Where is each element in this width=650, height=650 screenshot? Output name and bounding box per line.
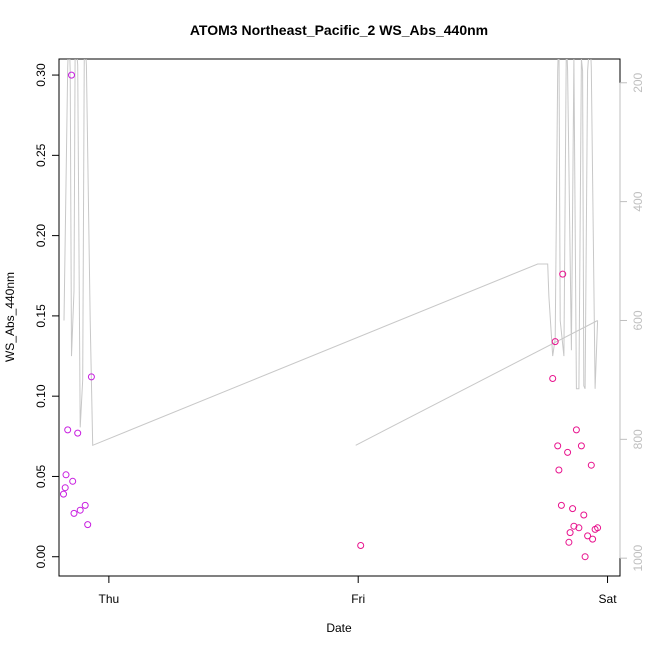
y-tick-label: 0.10 — [34, 384, 48, 408]
x-tick-label: Thu — [99, 592, 120, 606]
data-point — [580, 511, 588, 519]
y2-tick-label: 200 — [631, 72, 645, 92]
y-tick-label: 0.00 — [34, 545, 48, 569]
data-point — [572, 426, 580, 434]
y2-tick-label: 400 — [631, 191, 645, 211]
data-point — [566, 529, 574, 537]
data-point — [84, 521, 92, 529]
data-point — [589, 535, 597, 543]
data-point — [564, 448, 572, 456]
data-point — [569, 505, 577, 513]
plot-frame — [58, 58, 621, 577]
data-point — [70, 509, 78, 517]
data-point — [557, 501, 565, 509]
data-point — [565, 538, 573, 546]
data-point — [570, 522, 578, 530]
data-point — [577, 442, 585, 450]
y-tick-label: 0.30 — [34, 63, 48, 87]
altitude-line-0 — [63, 59, 599, 447]
data-point — [74, 429, 82, 437]
data-point — [575, 524, 583, 532]
y2-tick-label: 800 — [631, 429, 645, 449]
data-point — [551, 338, 559, 346]
y-tick-label: 0.20 — [34, 224, 48, 248]
data-point — [64, 426, 72, 434]
data-point — [357, 542, 365, 549]
data-point — [555, 466, 563, 474]
data-point — [584, 532, 592, 540]
data-point — [549, 375, 557, 382]
altitude-line-1 — [355, 320, 598, 446]
data-point — [61, 484, 69, 492]
data-point — [594, 524, 602, 532]
y-tick-label: 0.15 — [34, 304, 48, 328]
data-point — [68, 71, 75, 79]
x-tick-label: Fri — [351, 592, 365, 606]
data-point — [81, 501, 89, 509]
data-point — [581, 553, 589, 561]
y-tick-label: 0.05 — [34, 464, 48, 488]
data-point — [60, 490, 67, 498]
data-point — [69, 477, 77, 485]
y2-tick-label: 600 — [631, 310, 645, 330]
data-point — [87, 373, 95, 381]
data-point — [76, 506, 84, 514]
x-axis-label: Date — [326, 621, 352, 635]
data-point — [554, 442, 562, 450]
chart-title: ATOM3 Northeast_Pacific_2 WS_Abs_440nm — [190, 22, 488, 38]
x-tick-label: Sat — [599, 592, 618, 606]
y-tick-label: 0.25 — [34, 143, 48, 167]
data-point — [62, 471, 70, 479]
data-point — [559, 270, 567, 278]
y-axis-label: WS_Abs_440nm — [3, 272, 17, 362]
data-point — [587, 461, 595, 469]
plot-layer: Thu Fri Sat 0.00 0.05 0.10 0.15 0.20 0.25 0.30 200… — [34, 58, 645, 606]
y2-tick-label: 1000 — [631, 545, 645, 572]
